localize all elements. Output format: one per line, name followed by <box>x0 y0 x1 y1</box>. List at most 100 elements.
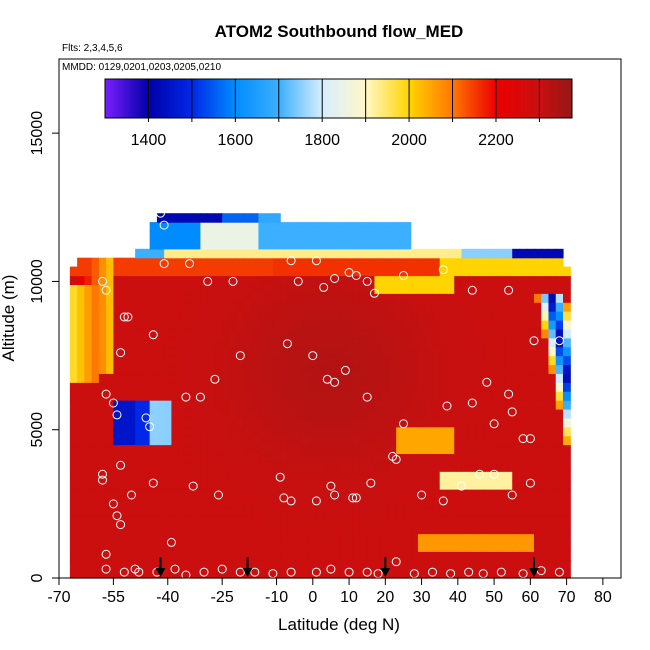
heat-cell <box>504 373 513 383</box>
heat-cell <box>222 524 231 535</box>
observation-point <box>116 520 126 530</box>
heat-cell <box>403 462 412 472</box>
heat-cell <box>164 400 172 410</box>
heat-cell <box>425 560 434 570</box>
heat-cell <box>381 275 390 285</box>
heat-cell <box>164 462 172 472</box>
heat-cell <box>142 391 151 401</box>
heat-cell <box>483 293 492 303</box>
heat-cell <box>497 293 506 303</box>
heat-cell <box>120 266 129 277</box>
heat-cell <box>77 560 85 570</box>
heat-cell <box>396 231 405 241</box>
heat-cell <box>77 382 85 392</box>
heat-cell <box>200 302 209 312</box>
heat-cell <box>69 462 78 472</box>
heat-cell <box>193 346 201 357</box>
heat-cell <box>309 239 318 250</box>
heat-cell <box>388 248 397 259</box>
heat-cell <box>417 373 426 383</box>
heat-cell <box>106 533 114 544</box>
heat-cell <box>98 417 107 428</box>
heat-cell <box>490 400 499 410</box>
heat-cell <box>439 524 448 535</box>
heat-cell <box>352 551 361 561</box>
colorbar-swatch <box>559 79 563 118</box>
heat-cell <box>185 515 194 526</box>
colorbar-swatch <box>265 79 269 118</box>
heat-cell <box>294 364 303 374</box>
heat-cell <box>475 506 484 517</box>
heat-cell <box>483 302 492 312</box>
heat-cell <box>446 480 455 490</box>
heat-cell <box>193 213 201 223</box>
heat-cell <box>316 560 325 570</box>
heat-cell <box>555 417 564 428</box>
heat-cell <box>316 506 325 517</box>
heat-cell <box>222 462 231 472</box>
heat-cell <box>258 462 267 472</box>
heat-cell <box>359 391 368 401</box>
observation-point <box>362 392 372 402</box>
colorbar-tick-label: 2000 <box>391 132 427 149</box>
heat-cell <box>454 364 463 374</box>
heat-cell <box>338 551 347 561</box>
heat-cell <box>287 355 296 366</box>
heat-cell <box>316 471 325 481</box>
heat-cell <box>432 506 441 517</box>
heat-cell <box>127 400 136 410</box>
heat-cell <box>149 355 158 366</box>
heat-cell <box>127 284 136 294</box>
colorbar-swatch <box>351 79 355 118</box>
heat-cell <box>251 373 260 383</box>
heat-cell <box>258 257 267 268</box>
heat-cell <box>178 239 187 250</box>
heat-cell <box>149 231 158 241</box>
heat-cell <box>555 373 564 383</box>
heat-cell <box>439 293 448 303</box>
heat-cell <box>113 346 122 357</box>
heat-cell <box>490 489 499 499</box>
heat-cell <box>396 551 405 561</box>
heat-cell <box>91 328 100 339</box>
heat-cell <box>236 515 245 526</box>
heat-cell <box>316 222 325 232</box>
heat-cell <box>403 391 412 401</box>
heat-cell <box>497 506 506 517</box>
heat-cell <box>359 542 368 552</box>
colorbar-swatch <box>465 79 469 118</box>
heat-cell <box>403 373 412 383</box>
heat-cell <box>113 382 122 392</box>
heat-cell <box>446 515 455 526</box>
heat-cell <box>301 524 310 535</box>
heat-cell <box>135 319 143 330</box>
heat-cell <box>243 489 252 499</box>
heat-cell <box>287 284 296 294</box>
flights-annotation: Flts: 2,3,4,5,6 <box>62 43 123 54</box>
colorbar-swatch <box>260 79 264 118</box>
heat-cell <box>446 391 455 401</box>
heat-cell <box>512 471 521 481</box>
heat-cell <box>309 266 318 277</box>
y-tick-label: 15000 <box>29 111 46 156</box>
heat-cell <box>533 417 542 428</box>
heat-cell <box>512 400 521 410</box>
heat-cell <box>309 355 318 366</box>
heat-cell <box>468 266 477 277</box>
heat-cell <box>533 346 542 357</box>
heat-cell <box>338 373 347 383</box>
heat-cell <box>222 560 231 570</box>
heat-cell <box>185 506 194 517</box>
heat-cell <box>562 284 571 294</box>
heat-cell <box>156 364 165 374</box>
heat-cell <box>236 213 245 223</box>
heat-cell <box>120 497 129 508</box>
heat-cell <box>417 275 426 285</box>
heat-cell <box>171 462 180 472</box>
heat-cell <box>367 542 376 552</box>
heat-cell <box>497 311 506 321</box>
heat-cell <box>91 257 100 268</box>
heat-cell <box>461 391 470 401</box>
heat-cell <box>330 515 339 526</box>
